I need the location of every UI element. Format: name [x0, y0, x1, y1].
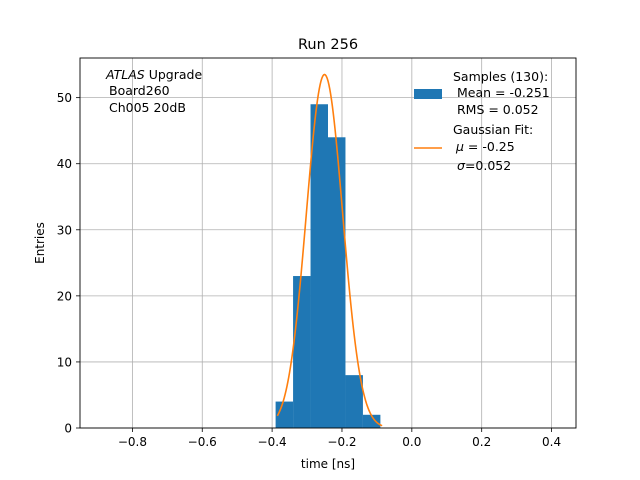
y-tick-label: 0 — [64, 422, 72, 436]
x-axis-ticks: −0.8 −0.6 −0.4 −0.2 0.0 0.2 0.4 — [118, 428, 561, 449]
histogram-bar — [293, 276, 311, 428]
histogram-bar — [362, 414, 381, 428]
legend-mu-symbol: μ — [455, 139, 464, 154]
histogram-bar — [328, 137, 346, 429]
legend-hist-line-1: Samples (130): — [453, 69, 548, 84]
x-tick-label: 0.0 — [402, 435, 421, 449]
svg-text:ATLAS Upgrade: ATLAS Upgrade — [105, 67, 202, 82]
x-tick-label: 0.2 — [472, 435, 491, 449]
histogram-bars — [275, 104, 381, 429]
legend-hist-line-3: RMS = 0.052 — [453, 102, 539, 117]
annotation-atlas: ATLAS — [105, 67, 145, 82]
chart-title: Run 256 — [298, 37, 358, 53]
gaussian-fit-curve — [276, 73, 383, 427]
histogram-bar — [275, 401, 294, 428]
grid-lines — [80, 58, 576, 429]
x-tick-label: −0.4 — [258, 435, 287, 449]
plot-frame — [79, 57, 577, 429]
y-tick-label: 10 — [57, 355, 72, 369]
y-tick-label: 50 — [57, 91, 72, 105]
y-tick-label: 40 — [57, 157, 72, 171]
legend-fit-line-1: Gaussian Fit: — [453, 122, 533, 137]
annotation-upgrade: Upgrade — [145, 67, 203, 82]
x-tick-label: −0.2 — [327, 435, 356, 449]
legend-hist-swatch — [414, 89, 442, 99]
x-tick-label: −0.8 — [118, 435, 147, 449]
legend-sigma-value: =0.052 — [465, 158, 511, 173]
y-tick-label: 30 — [57, 223, 72, 237]
y-axis-ticks: 0 10 20 30 40 50 — [57, 91, 80, 436]
legend-sigma-symbol: σ — [457, 158, 466, 173]
annotation-channel: Ch005 20dB — [109, 100, 186, 115]
histogram-bar — [310, 104, 328, 428]
x-axis-label: time [ns] — [301, 457, 355, 471]
legend-mu-value: = -0.25 — [464, 139, 515, 154]
svg-text:σ=0.052: σ=0.052 — [457, 158, 511, 173]
legend: Samples (130): Mean = -0.251 RMS = 0.052… — [414, 69, 550, 173]
annotation-board: Board260 — [109, 83, 170, 98]
histogram-bar — [345, 375, 363, 428]
svg-text:μ = -0.25: μ = -0.25 — [455, 139, 515, 154]
y-tick-label: 20 — [57, 289, 72, 303]
atlas-annotation: ATLAS Upgrade Board260 Ch005 20dB — [105, 67, 202, 115]
x-tick-label: −0.6 — [188, 435, 217, 449]
x-tick-label: 0.4 — [542, 435, 561, 449]
y-axis-label: Entries — [33, 222, 47, 264]
legend-hist-line-2: Mean = -0.251 — [453, 85, 550, 100]
